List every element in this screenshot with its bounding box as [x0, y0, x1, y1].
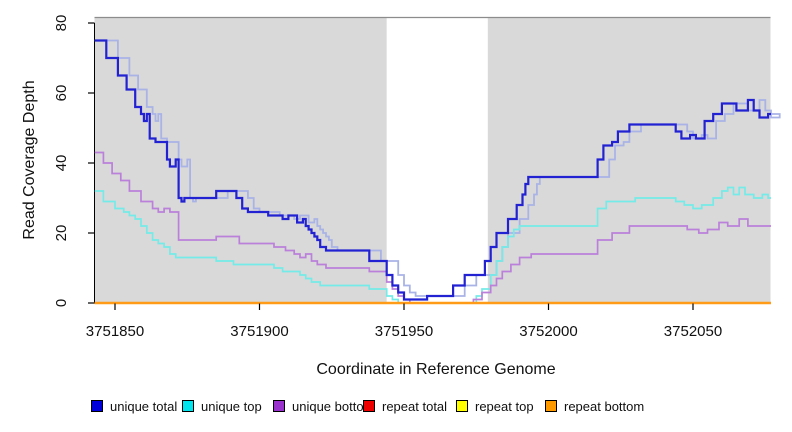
- y-tick-label: 20: [53, 225, 70, 242]
- legend-swatch: [363, 400, 375, 412]
- x-tick-label: 3752000: [519, 323, 577, 340]
- x-axis-title: Coordinate in Reference Genome: [316, 361, 556, 378]
- y-tick-label: 40: [53, 155, 70, 172]
- x-tick-label: 3751900: [230, 323, 288, 340]
- legend-label: repeat top: [475, 398, 534, 414]
- x-tick-label: 3751850: [86, 323, 144, 340]
- x-tick-label: 3751950: [375, 323, 433, 340]
- series-line-unique-total: [94, 39, 771, 301]
- x-tick-label: 3752050: [664, 323, 722, 340]
- y-tick-label: 80: [53, 15, 70, 32]
- legend-item-repeat-top: repeat top: [456, 398, 534, 414]
- highlight-band: [386, 18, 488, 303]
- legend-label: unique top: [201, 398, 262, 414]
- legend-swatch: [182, 400, 194, 412]
- legend-label: repeat total: [382, 398, 448, 414]
- legend-swatch: [91, 400, 103, 412]
- legend-label: unique bottom: [292, 398, 375, 414]
- legend-swatch: [456, 400, 468, 412]
- series-line-unique-bottom: [94, 151, 771, 304]
- legend-swatch: [545, 400, 557, 412]
- legend-item-repeat-bottom: repeat bottom: [545, 398, 644, 414]
- legend-item-unique-top: unique top: [182, 398, 262, 414]
- legend-item-unique-bottom: unique bottom: [273, 398, 374, 414]
- legend-item-repeat-total: repeat total: [363, 398, 447, 414]
- y-tick-label: 0: [53, 299, 70, 307]
- legend-label: repeat bottom: [564, 398, 645, 414]
- y-tick-label: 60: [53, 85, 70, 102]
- legend-label: unique total: [110, 398, 178, 414]
- y-axis-title: Read Coverage Depth: [21, 80, 38, 240]
- legend-item-unique-total: unique total: [91, 398, 177, 414]
- legend-swatch: [273, 400, 285, 412]
